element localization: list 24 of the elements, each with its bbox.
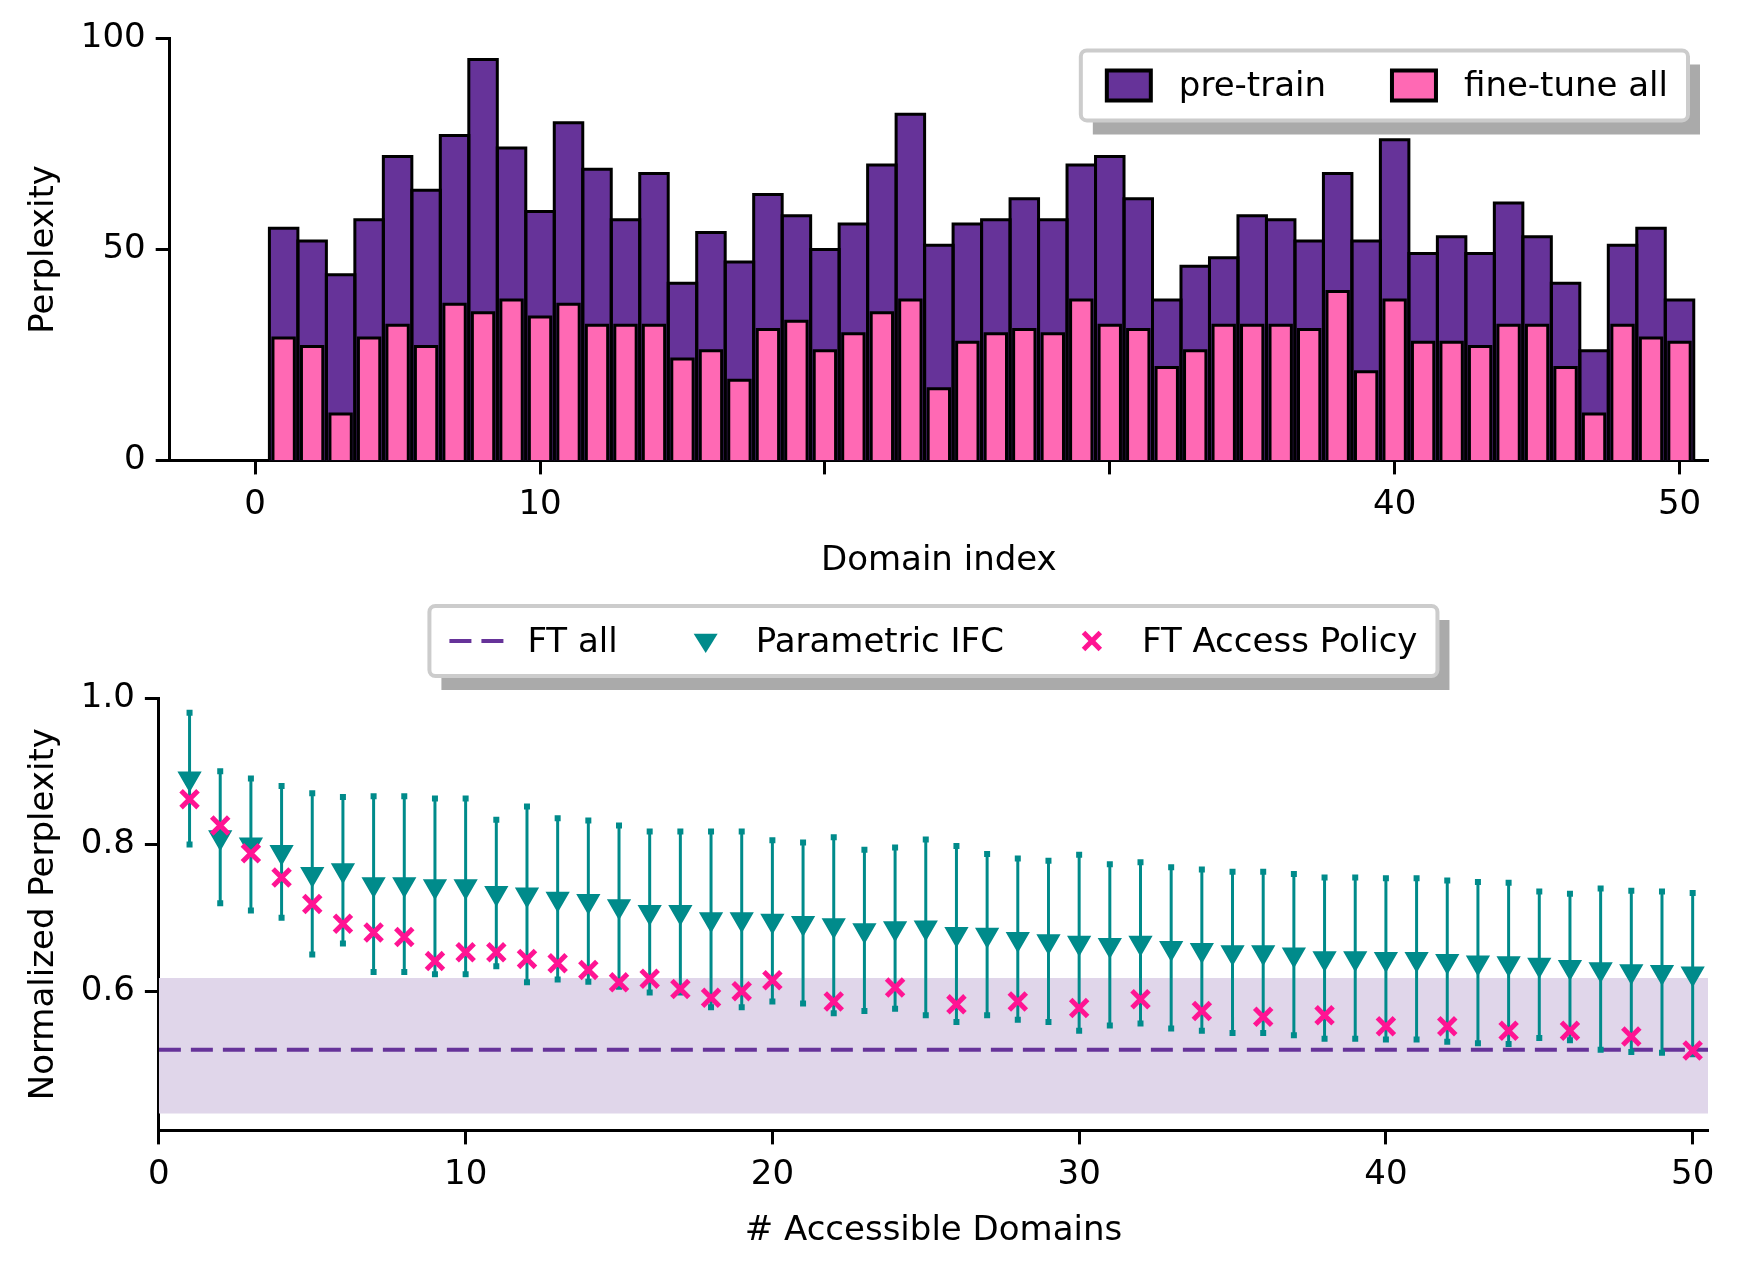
- x-tick-label: 50: [1671, 1151, 1715, 1192]
- x-axis-title: # Accessible Domains: [744, 1208, 1123, 1249]
- y-axis-title: Normalized Perplexity: [21, 728, 62, 1101]
- x-tick-label: 20: [750, 1151, 795, 1192]
- y-tick-label: 100: [80, 15, 146, 56]
- legend-label: fine-tune all: [1463, 64, 1669, 105]
- y-tick-label: 0.8: [80, 821, 135, 862]
- y-tick-label: 50: [102, 226, 146, 267]
- x-tick-label: 10: [518, 481, 562, 522]
- legend-label: FT Access Policy: [1141, 619, 1418, 660]
- x-tick-label: 10: [444, 1151, 488, 1192]
- y-tick-label: 0: [124, 437, 146, 478]
- y-tick-label: 0.6: [80, 967, 135, 1008]
- legend-label: pre-train: [1178, 64, 1326, 105]
- x-tick-label: 0: [244, 481, 266, 522]
- y-axis-title: Perplexity: [21, 165, 62, 334]
- x-tick-label: 40: [1364, 1151, 1408, 1192]
- legend-label: Parametric IFC: [755, 619, 1004, 660]
- legend-label: FT all: [527, 619, 618, 660]
- y-tick-label: 1.0: [80, 674, 135, 715]
- x-tick-label: 40: [1373, 481, 1417, 522]
- x-axis-title: Domain index: [820, 538, 1057, 579]
- x-tick-label: 50: [1657, 481, 1702, 522]
- x-tick-label: 30: [1057, 1151, 1101, 1192]
